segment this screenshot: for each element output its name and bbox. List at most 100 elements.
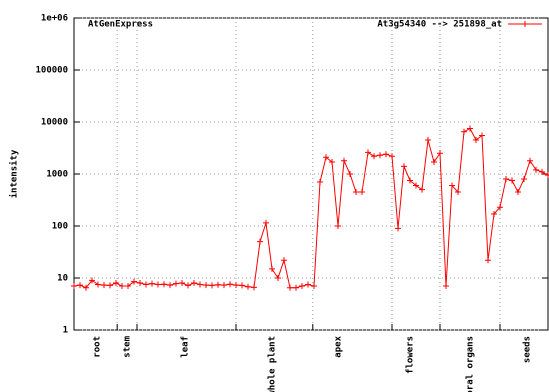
data-point — [263, 219, 269, 226]
data-point — [491, 211, 497, 218]
data-point — [425, 137, 431, 144]
data-point — [71, 283, 77, 290]
data-point — [467, 125, 473, 132]
y-tick-label: 10 — [57, 274, 68, 284]
data-point — [233, 282, 239, 289]
data-point — [221, 282, 227, 289]
data-point — [95, 281, 101, 288]
data-point — [149, 280, 155, 287]
data-point — [431, 159, 437, 166]
data-point — [281, 257, 287, 264]
y-tick-label: 100000 — [35, 66, 68, 76]
data-point — [113, 280, 119, 287]
data-point — [293, 284, 299, 291]
data-point — [143, 281, 149, 288]
data-point — [323, 154, 329, 161]
data-point — [317, 179, 323, 186]
x-tick-label: seeds — [523, 336, 533, 363]
data-point — [125, 283, 131, 290]
data-point — [185, 282, 191, 289]
data-point — [371, 153, 377, 160]
y-tick-label: 1e+06 — [41, 14, 68, 24]
data-point — [449, 182, 455, 189]
y-tick-label: 1000 — [46, 170, 68, 180]
data-point — [503, 176, 509, 183]
data-point — [515, 189, 521, 196]
data-point — [401, 163, 407, 170]
data-point — [287, 284, 293, 291]
data-point — [161, 281, 167, 288]
data-point — [521, 176, 527, 183]
data-point — [299, 283, 305, 290]
data-point — [77, 282, 83, 289]
data-point — [479, 132, 485, 139]
data-point — [329, 159, 335, 166]
x-tick-label: leaf — [181, 336, 191, 358]
x-tick-label: floral organs — [466, 336, 476, 392]
data-point — [257, 238, 263, 245]
data-point — [227, 281, 233, 288]
data-point — [131, 278, 137, 285]
data-point — [239, 282, 245, 289]
data-point — [413, 182, 419, 189]
data-point — [89, 277, 95, 284]
data-point — [539, 168, 545, 175]
data-point — [527, 157, 533, 164]
data-point — [437, 150, 443, 157]
data-point — [335, 223, 341, 229]
x-tick-label: whole plant — [268, 336, 278, 392]
data-point — [137, 280, 143, 287]
x-tick-label: root — [92, 336, 102, 358]
data-point — [203, 282, 209, 289]
data-point — [485, 257, 491, 264]
chart-title: AtGenExpress — [88, 20, 153, 30]
x-tick-label: flowers — [406, 336, 416, 374]
data-point — [509, 177, 515, 184]
data-point — [365, 149, 371, 156]
data-line — [73, 127, 549, 289]
data-point — [455, 189, 461, 196]
legend-label: At3g54340 --> 251898_at — [377, 20, 502, 30]
data-point — [461, 128, 467, 135]
data-point — [497, 204, 503, 211]
data-point — [443, 283, 449, 290]
data-point — [347, 171, 353, 177]
data-point — [101, 282, 107, 289]
data-point — [179, 280, 185, 287]
data-point — [389, 153, 395, 160]
y-tick-label: 10000 — [41, 118, 68, 128]
data-point — [191, 280, 197, 287]
x-tick-label: stem — [122, 335, 132, 357]
data-point — [215, 281, 221, 288]
data-point — [407, 177, 413, 184]
y-tick-label: 1 — [63, 326, 68, 336]
data-point — [353, 189, 359, 196]
data-point — [419, 186, 425, 193]
data-point — [311, 283, 317, 290]
data-point — [83, 284, 89, 291]
data-point — [251, 284, 257, 291]
data-point — [269, 265, 275, 272]
data-point — [167, 282, 173, 289]
data-point — [155, 281, 161, 288]
data-point — [359, 189, 365, 196]
data-point — [119, 283, 125, 290]
data-point — [305, 281, 311, 288]
data-point — [245, 283, 251, 290]
data-point — [275, 275, 281, 281]
data-point — [173, 280, 179, 287]
y-tick-label: 100 — [52, 222, 68, 232]
y-axis-label: intensity — [9, 149, 20, 198]
data-point — [209, 282, 215, 289]
legend-swatch — [508, 21, 542, 27]
data-point — [545, 172, 549, 179]
data-point — [533, 166, 539, 173]
data-point — [377, 152, 383, 159]
data-point — [341, 157, 347, 164]
data-point — [395, 225, 401, 232]
data-point — [473, 137, 479, 144]
x-tick-label: apex — [334, 335, 344, 357]
data-point — [383, 151, 389, 158]
data-point — [197, 281, 203, 288]
